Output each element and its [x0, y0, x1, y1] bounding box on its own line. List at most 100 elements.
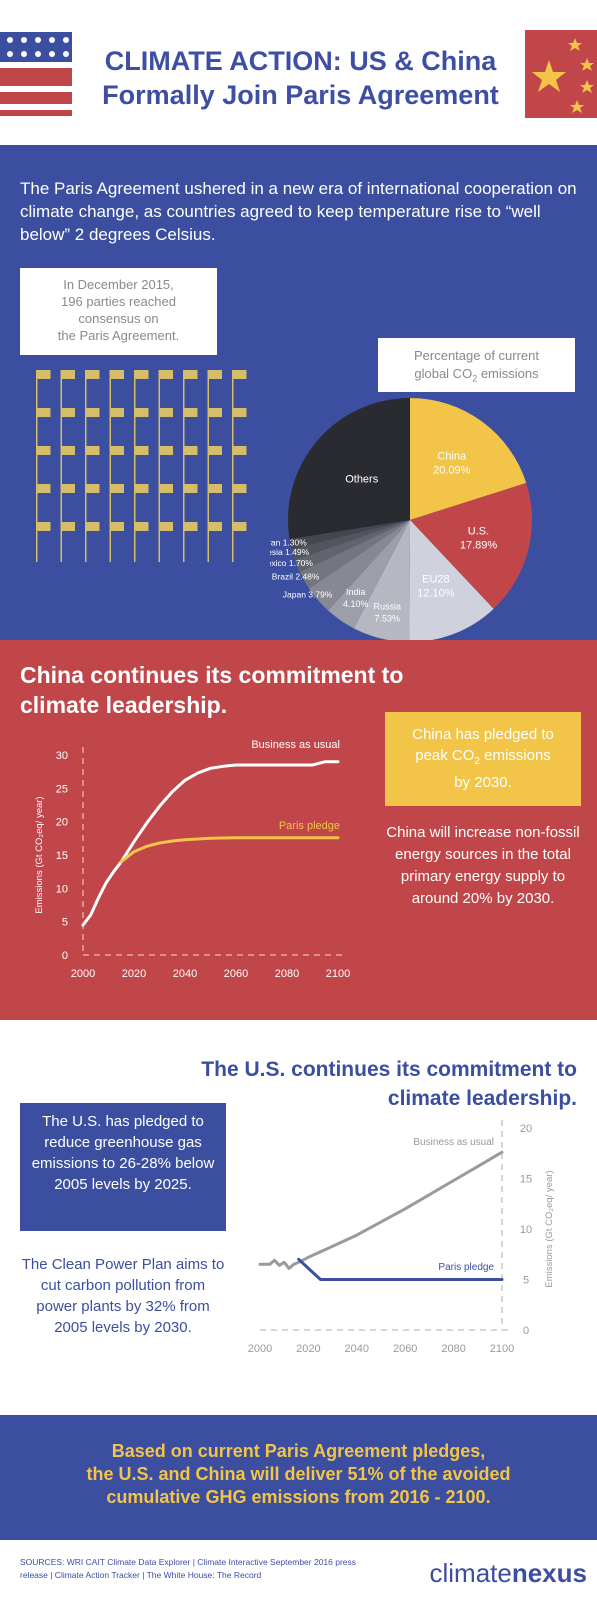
china-pledge-prefix: peak CO — [415, 747, 475, 764]
flag-icon — [36, 522, 51, 562]
pie-slice-mexico — [294, 520, 410, 573]
flag-icon — [232, 522, 247, 562]
footer: SOURCES: WRI CAIT Climate Data Explorer … — [0, 1540, 597, 1600]
x-tick-label: 2000 — [71, 968, 95, 980]
flag-icon — [85, 408, 100, 448]
conclusion-line-1: Based on current Paris Agreement pledges… — [111, 1441, 486, 1461]
flag-icon — [158, 446, 173, 486]
conclusion-section: Based on current Paris Agreement pledges… — [0, 1415, 597, 1540]
flag-icon — [134, 446, 149, 486]
flag-icon — [232, 370, 247, 410]
x-tick-label: 2060 — [393, 1343, 417, 1355]
china-emissions-chart: 2000 2020 2040 2060 2080 2100 0 5 10 15 20 25 30 Emis… — [34, 739, 350, 980]
us-pledge-box: The U.S. has pledged to reduce greenhous… — [20, 1103, 226, 1231]
china-note: China will increase non-fossil energy so… — [386, 824, 580, 907]
flag-icon — [207, 522, 222, 562]
header: CLIMATE ACTION: US & China Formally Join… — [0, 0, 597, 145]
intro-text: The Paris Agreement ushered in a new era… — [20, 179, 577, 244]
flag-icon — [134, 370, 149, 410]
y-tick-label: 5 — [62, 917, 68, 929]
series-label-business-as-usual: Business as usual — [251, 739, 340, 751]
y-tick-label: 0 — [523, 1325, 529, 1337]
pie-label-russia: 7.53% — [374, 613, 400, 623]
parties-line-3: consensus on — [78, 311, 159, 326]
flag-icon — [85, 522, 100, 562]
y-tick-label: 15 — [520, 1174, 532, 1186]
pie-label-india: India — [346, 587, 366, 597]
pie-label-japan: Japan 3.79% — [283, 589, 333, 599]
flag-icon — [85, 484, 100, 524]
series-label-paris-pledge: Paris pledge — [438, 1262, 494, 1273]
pie-label-others: Others — [345, 474, 379, 486]
flag-icon — [60, 446, 75, 486]
china-pledge-box: China has pledged to peak CO2 emissions … — [385, 712, 581, 806]
title-line-1: CLIMATE ACTION: US & China — [104, 46, 497, 76]
flag-icon — [109, 408, 124, 448]
china-pledge-line-2: peak CO2 emissions — [385, 745, 581, 772]
conclusion-line-2: the U.S. and China will deliver 51% of t… — [86, 1464, 511, 1484]
flag-icon — [36, 484, 51, 524]
sources-text: SOURCES: WRI CAIT Climate Data Explorer … — [20, 1557, 357, 1580]
pie-title-line-2: global CO2 emissions — [378, 365, 575, 388]
us-section: The U.S. continues its commitment to cli… — [0, 1020, 597, 1415]
china-pledge-line-1: China has pledged to — [412, 726, 554, 743]
us-emissions-chart: 2000 2020 2040 2060 2080 2100 0 5 10 15 20 Emission… — [248, 1120, 555, 1355]
flag-icon — [183, 408, 198, 448]
pie-slice-indonesia — [291, 520, 410, 561]
parties-line-1: In December 2015, — [63, 277, 174, 292]
y-tick-label: 25 — [56, 783, 68, 795]
pie-slice-others — [288, 398, 410, 540]
us-flag-icon — [0, 32, 72, 116]
flag-icon — [207, 446, 222, 486]
flag-icon — [109, 446, 124, 486]
flag-icon — [183, 522, 198, 562]
pie-slice-india — [328, 520, 410, 629]
pie-title-line-1: Percentage of current — [413, 348, 540, 363]
pie-title-suffix: emissions — [477, 366, 539, 381]
x-tick-label: 2040 — [345, 1343, 369, 1355]
flag-icon — [85, 446, 100, 486]
pie-label-china: 20.09% — [433, 465, 471, 477]
series-line-business-as-usual — [81, 760, 340, 927]
pie-title: Percentage of current global CO2 emissio… — [378, 338, 575, 392]
logo-part-1: climate — [429, 1558, 512, 1588]
y-tick-label: 10 — [56, 883, 68, 895]
china-section: China continues its commitment to climat… — [0, 640, 597, 1020]
x-tick-label: 2080 — [275, 968, 299, 980]
y-tick-label: 30 — [56, 750, 68, 762]
pie-slice-iran — [289, 520, 410, 550]
logo-part-2: nexus — [511, 1558, 587, 1588]
flags-grid — [36, 370, 247, 562]
y-tick-label: 5 — [523, 1275, 529, 1287]
pie-slice-russia — [353, 520, 410, 640]
pie-slice-u-s- — [410, 482, 532, 609]
pie-label-eu28: 12.10% — [417, 588, 455, 600]
flag-icon — [183, 370, 198, 410]
y-tick-label: 20 — [520, 1123, 532, 1135]
flag-icon — [158, 522, 173, 562]
flag-icon — [232, 446, 247, 486]
paris-agreement-section: The Paris Agreement ushered in a new era… — [0, 145, 597, 640]
x-tick-label: 2000 — [248, 1343, 272, 1355]
flag-icon — [183, 484, 198, 524]
pie-slice-japan — [309, 520, 410, 611]
flag-icon — [36, 370, 51, 410]
page-title: CLIMATE ACTION: US & China Formally Join… — [78, 44, 523, 112]
pie-label-russia: Russia — [373, 601, 401, 611]
x-tick-label: 2020 — [296, 1343, 320, 1355]
flag-icon — [134, 408, 149, 448]
y-tick-label: 20 — [56, 817, 68, 829]
series-line-paris-pledge — [297, 1257, 504, 1281]
climatenexus-logo[interactable]: climatenexus — [429, 1558, 587, 1589]
flag-icon — [60, 370, 75, 410]
x-tick-label: 2100 — [490, 1343, 514, 1355]
pie-title-prefix: global CO — [414, 366, 473, 381]
flag-icon — [60, 522, 75, 562]
conclusion-line-3: cumulative GHG emissions from 2016 - 210… — [106, 1487, 491, 1507]
flag-icon — [60, 408, 75, 448]
x-tick-label: 2040 — [173, 968, 197, 980]
parties-line-2: 196 parties reached — [61, 294, 176, 309]
pie-label-iran: Iran 1.30% — [270, 538, 307, 548]
y-tick-label: 15 — [56, 850, 68, 862]
pie-label-u-s-: 17.89% — [460, 539, 498, 551]
